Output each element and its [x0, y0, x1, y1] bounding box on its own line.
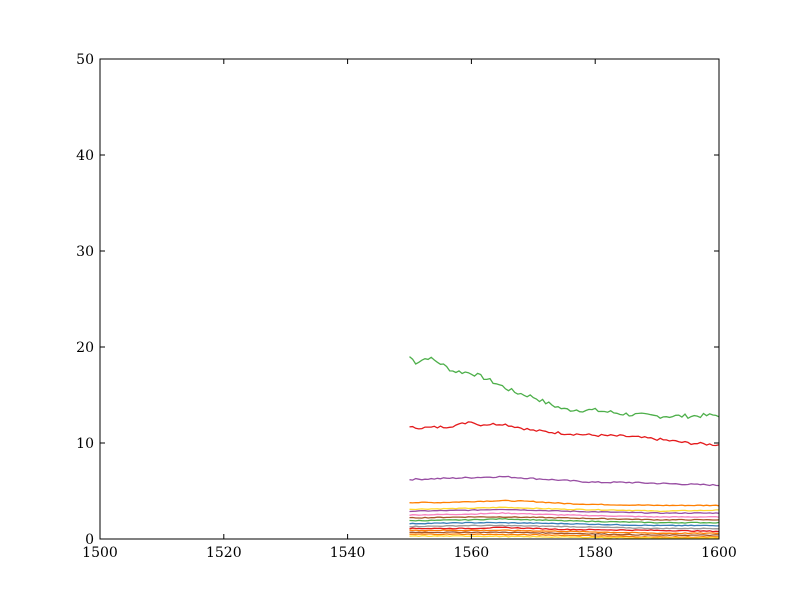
- series-line: [409, 516, 720, 521]
- x-tick-label: 1580: [577, 545, 613, 561]
- y-tick-label: 40: [76, 148, 94, 164]
- series-line: [409, 517, 720, 524]
- series-line: [409, 526, 720, 533]
- plot-frame: [99, 58, 720, 540]
- series-line: [409, 529, 720, 535]
- series-line: [409, 535, 720, 540]
- series-line: [409, 356, 720, 420]
- series-line: [409, 506, 719, 513]
- x-tick-label: 1540: [330, 545, 366, 561]
- y-tick-label: 10: [76, 436, 94, 452]
- x-tick-label: 1600: [701, 545, 737, 561]
- series-line: [409, 475, 720, 487]
- series-line: [409, 521, 719, 527]
- x-tick-label: 1560: [454, 545, 490, 561]
- y-tick-label: 50: [76, 52, 94, 68]
- tick-layer: 1500 1520 1540 1560 1580 1600 0 10 20 30 40 50: [76, 52, 737, 561]
- x-tick-label: 1500: [82, 545, 118, 561]
- series-line: [409, 533, 720, 539]
- series-line: [409, 508, 720, 515]
- series-line: [409, 499, 720, 507]
- series-line: [409, 531, 720, 537]
- y-tick-label: 30: [76, 244, 94, 260]
- series-line: [409, 512, 720, 518]
- series-layer: [409, 356, 720, 540]
- series-line: [409, 421, 720, 447]
- y-tick-label: 0: [85, 532, 94, 548]
- x-tick-label: 1520: [206, 545, 242, 561]
- series-line: [409, 524, 720, 530]
- y-tick-label: 20: [76, 340, 94, 356]
